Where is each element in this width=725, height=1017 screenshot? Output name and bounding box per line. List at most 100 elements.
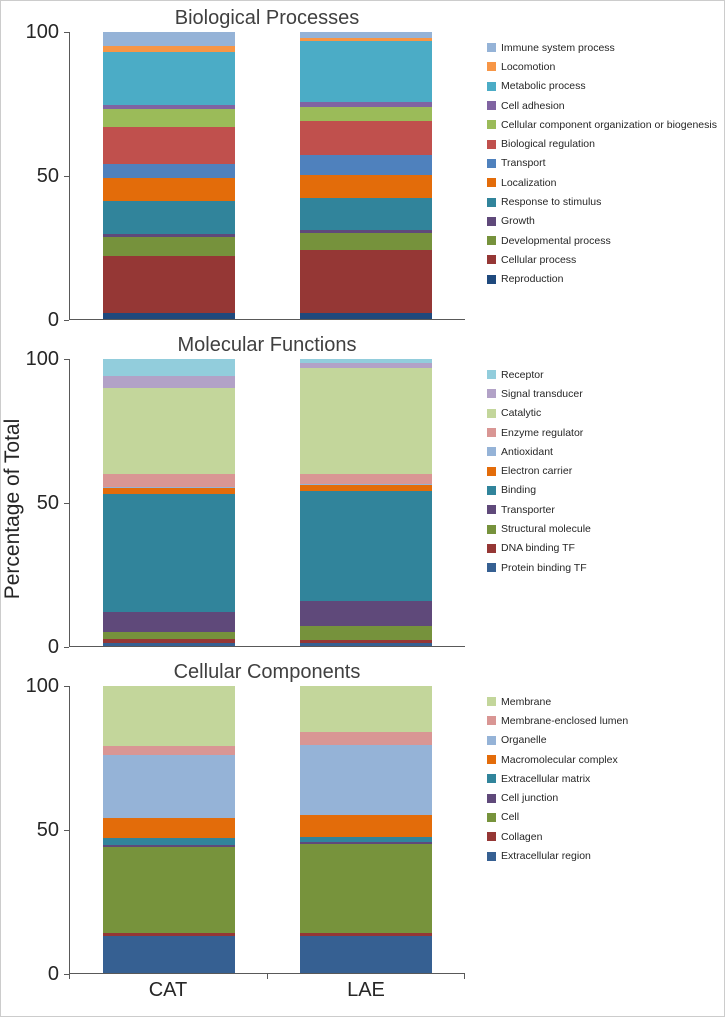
legend-item: Locomotion	[487, 57, 723, 76]
legend-swatch	[487, 43, 496, 53]
legend-label: Collagen	[501, 830, 543, 843]
legend: Membrane Membrane-enclosed lumen Organelle…	[487, 686, 723, 974]
stacked-bar	[300, 359, 433, 646]
legend-swatch	[487, 408, 496, 418]
legend-swatch	[487, 158, 496, 168]
tick-mark	[64, 647, 69, 648]
bar-segment	[300, 313, 433, 319]
bar-segment	[102, 932, 235, 936]
tick-mark	[64, 974, 69, 975]
legend-label: Cell junction	[501, 792, 559, 805]
legend-item: Transporter	[487, 500, 723, 519]
bar-segment	[300, 625, 433, 641]
legend-item: Enzyme regulator	[487, 423, 723, 442]
legend-label: Macromolecular complex	[501, 753, 618, 766]
y-tick-label: 0	[47, 309, 59, 331]
bar-segment	[102, 313, 235, 319]
bar-cat	[70, 32, 268, 319]
legend-label: Organelle	[501, 734, 547, 747]
bar-segment	[102, 818, 235, 839]
y-axis-label: Percentage of Total	[1, 418, 24, 599]
legend-label: Antioxidant	[501, 445, 553, 458]
plot-row: 100 50 0 Receptor Signal transducer Cataly…	[26, 349, 724, 657]
bar-segment	[102, 201, 235, 235]
bar-segment	[102, 52, 235, 106]
legend-item: Receptor	[487, 365, 723, 384]
legend-swatch	[487, 178, 496, 188]
legend-item: Growth	[487, 212, 723, 231]
bar-segment	[300, 32, 433, 38]
legend-item: Extracellular matrix	[487, 769, 723, 788]
y-tick-label: 50	[36, 819, 59, 841]
legend-swatch	[487, 101, 496, 111]
bar-segment	[300, 473, 433, 484]
legend-swatch	[487, 274, 496, 284]
bar-segment	[102, 32, 235, 47]
bar-segment	[300, 485, 433, 491]
bar-segment	[300, 490, 433, 602]
y-tick-label: 0	[47, 636, 59, 658]
bar-segment	[102, 237, 235, 256]
legend-swatch	[487, 543, 496, 553]
legend-label: Transport	[501, 157, 546, 170]
bar-segment	[300, 232, 433, 251]
bar-segment	[102, 488, 235, 494]
y-tick-label: 50	[36, 492, 59, 514]
legend-label: Membrane-enclosed lumen	[501, 714, 629, 727]
legend: Receptor Signal transducer Catalytic Enzyme…	[487, 359, 723, 647]
legend-label: Biological regulation	[501, 138, 595, 151]
legend-swatch	[487, 755, 496, 765]
legend-label: Developmental process	[501, 234, 611, 247]
y-axis: 100 50 0	[26, 349, 69, 657]
bar-segment	[102, 387, 235, 474]
bar-segment	[300, 843, 433, 933]
bar-segment	[102, 105, 235, 110]
bar-segment	[102, 631, 235, 639]
bar-segment	[300, 120, 433, 156]
legend-item: Reproduction	[487, 270, 723, 289]
bar-segment	[102, 255, 235, 314]
tick-mark	[64, 503, 69, 504]
bar-segment	[102, 935, 235, 973]
legend-label: Metabolic process	[501, 80, 586, 93]
legend-item: Biological regulation	[487, 134, 723, 153]
legend-label: Extracellular matrix	[501, 772, 591, 785]
legend-swatch	[487, 236, 496, 246]
bar-segment	[300, 815, 433, 837]
bar-segment	[300, 640, 433, 644]
legend-label: Cellular process	[501, 253, 577, 266]
legend-swatch	[487, 216, 496, 226]
bar-segment	[300, 686, 433, 732]
legend-label: Extracellular region	[501, 850, 591, 863]
bar-segment	[300, 229, 433, 233]
bar-segment	[300, 731, 433, 745]
legend-swatch	[487, 832, 496, 842]
legend-label: Enzyme regulator	[501, 426, 584, 439]
bar-segment	[102, 163, 235, 179]
legend-swatch	[487, 428, 496, 438]
y-tick-label: 100	[25, 675, 59, 697]
legend-item: Macromolecular complex	[487, 750, 723, 769]
legend-item: Antioxidant	[487, 442, 723, 461]
legend-item: Developmental process	[487, 231, 723, 250]
chart-title: Biological Processes	[174, 7, 360, 29]
legend-swatch	[487, 505, 496, 515]
bar-cat	[70, 686, 268, 973]
bar-segment	[300, 601, 433, 626]
legend-item: Electron carrier	[487, 461, 723, 480]
legend-label: Transporter	[501, 503, 555, 516]
legend-item: Localization	[487, 173, 723, 192]
legend-swatch	[487, 735, 496, 745]
legend-label: Electron carrier	[501, 465, 573, 478]
legend-label: Cellular component organization or bioge…	[501, 118, 717, 131]
bar-segment	[102, 486, 235, 489]
stacked-bar	[102, 32, 235, 319]
x-category-label-lae: LAE	[347, 979, 385, 1001]
bar-segment	[102, 846, 235, 933]
bar-cat	[70, 359, 268, 646]
legend-label: Response to stimulus	[501, 196, 602, 209]
legend-item: Cell junction	[487, 788, 723, 807]
bar-lae	[268, 686, 466, 973]
tick-mark	[267, 974, 268, 979]
